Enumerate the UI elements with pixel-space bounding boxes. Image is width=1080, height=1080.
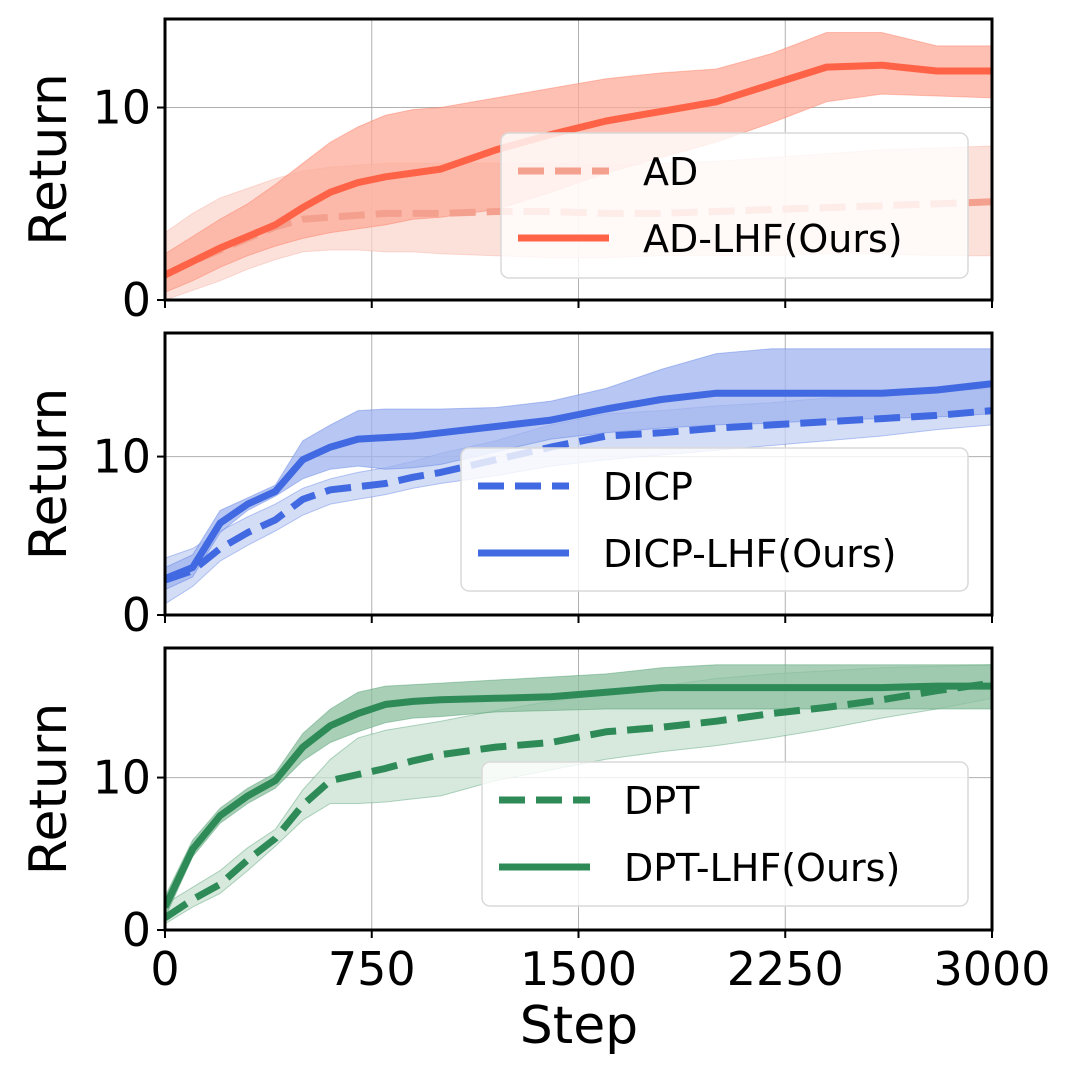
legend: DICP DICP-LHF(Ours) xyxy=(460,447,969,592)
x-axis-label: Step xyxy=(520,996,638,1056)
confidence-band-1 xyxy=(165,387,992,605)
y-tick-label: 10 xyxy=(92,751,151,805)
y-tick-label: 0 xyxy=(122,588,151,642)
legend: DPT DPT-LHF(Ours) xyxy=(481,761,969,907)
legend-box xyxy=(460,447,969,592)
legend-label-2: DPT-LHF(Ours) xyxy=(624,846,900,890)
series-line-1 xyxy=(165,407,992,584)
legend-label-1: DPT xyxy=(624,779,700,823)
x-tick-label: 750 xyxy=(328,942,416,996)
legend-box xyxy=(481,761,969,907)
legend-label-2: AD-LHF(Ours) xyxy=(643,217,903,261)
y-tick-label: 10 xyxy=(92,430,151,484)
series-line-2 xyxy=(165,61,992,279)
y-tick-label: 0 xyxy=(122,273,151,327)
x-tick-label: 2250 xyxy=(727,942,844,996)
legend-label-2: DICP-LHF(Ours) xyxy=(603,532,896,576)
series-line-1 xyxy=(165,679,992,921)
legend-box xyxy=(500,132,969,279)
y-axis-label: Return xyxy=(19,703,79,876)
series-line-2 xyxy=(165,682,992,909)
y-tick-label: 10 xyxy=(92,81,151,135)
y-axis-label: Return xyxy=(19,73,79,246)
legend-label-1: DICP xyxy=(603,465,693,509)
confidence-band-2 xyxy=(165,348,992,591)
legend: AD AD-LHF(Ours) xyxy=(500,132,969,279)
plot-area xyxy=(165,348,992,605)
confidence-band-1 xyxy=(165,664,992,925)
y-axis-label: Return xyxy=(19,388,79,561)
x-tick-label: 3000 xyxy=(933,942,1050,996)
series-line-2 xyxy=(165,380,992,582)
y-tick-label: 0 xyxy=(122,903,151,957)
x-tick-label: 1500 xyxy=(520,942,637,996)
legend-label-1: AD xyxy=(643,150,698,194)
chart-panel-3: 0 10 0 750 1500 2250 3000 Return DPT DPT-LHF(Ours… xyxy=(19,646,1051,996)
plot-area xyxy=(165,664,992,925)
x-tick-label: 0 xyxy=(150,942,179,996)
